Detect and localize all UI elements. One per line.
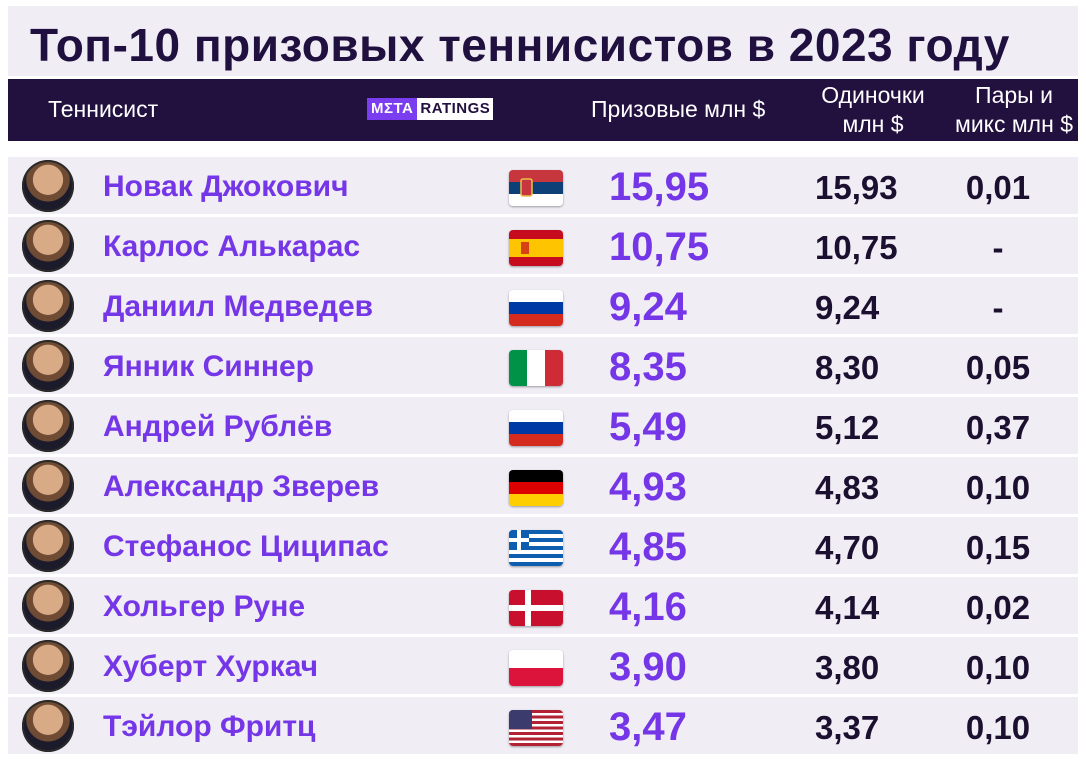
- column-header-prize: Призовые млн $: [591, 96, 766, 122]
- player-name: Хольгер Руне: [103, 590, 306, 623]
- singles-value: 4,83: [815, 469, 880, 506]
- singles-value: 15,93: [815, 169, 898, 206]
- prize-total-value: 15,95: [609, 165, 710, 209]
- flag-denmark-icon: [509, 590, 563, 626]
- table-row: Стефанос Циципас 4,85 4,70 0,15: [8, 517, 1078, 574]
- player-avatar: [22, 640, 74, 692]
- prize-total-value: 8,35: [609, 345, 687, 389]
- player-avatar: [22, 280, 74, 332]
- singles-value: 8,30: [815, 349, 880, 386]
- singles-value: 4,70: [815, 529, 880, 566]
- singles-value: 9,24: [815, 289, 880, 326]
- doubles-value: 0,02: [965, 589, 1031, 626]
- doubles-value: 0,37: [965, 409, 1031, 446]
- player-name: Стефанос Циципас: [103, 530, 389, 563]
- singles-value: 3,80: [815, 649, 880, 686]
- prize-total-value: 10,75: [609, 225, 710, 269]
- table-row: Тэйлор Фритц 3,47 3,37 0,10: [8, 697, 1078, 754]
- column-header-singles: Одиночки млн $: [821, 82, 925, 137]
- flag-italy-icon: [509, 350, 563, 386]
- prize-total-value: 4,85: [609, 525, 687, 569]
- prize-total-value: 4,93: [609, 465, 687, 509]
- column-header-player: Теннисист: [48, 96, 159, 122]
- flag-spain-icon: [509, 230, 563, 266]
- flag-serbia-icon: [509, 170, 563, 206]
- player-name: Даниил Медведев: [103, 290, 374, 323]
- player-avatar: [22, 220, 74, 272]
- flag-russia-icon: [509, 290, 563, 326]
- singles-value: 10,75: [815, 229, 898, 266]
- table-row: Хольгер Руне 4,16 4,14 0,02: [8, 577, 1078, 634]
- table-row: Александр Зверев 4,93 4,83 0,10: [8, 457, 1078, 514]
- player-name: Хуберт Хуркач: [103, 650, 319, 683]
- player-avatar: [22, 340, 74, 392]
- doubles-value: 0,01: [965, 169, 1031, 206]
- table-row: Андрей Рублёв 5,49 5,12 0,37: [8, 397, 1078, 454]
- table-body: Новак Джокович 15,95 15,93 0,01 Карлос Алька…: [8, 157, 1078, 757]
- flag-russia-icon: [509, 410, 563, 446]
- title-bar: Топ-10 призовых теннисистов в 2023 году: [8, 6, 1078, 76]
- flag-usa-icon: [509, 710, 563, 746]
- doubles-value: -: [992, 289, 1004, 326]
- doubles-value: 0,10: [965, 469, 1031, 506]
- doubles-value: -: [992, 229, 1004, 266]
- player-name: Тэйлор Фритц: [103, 710, 316, 743]
- table-row: Хуберт Хуркач 3,90 3,80 0,10: [8, 637, 1078, 694]
- player-avatar: [22, 520, 74, 572]
- prize-total-value: 3,90: [609, 645, 687, 689]
- player-name: Карлос Алькарас: [103, 230, 361, 263]
- doubles-value: 0,10: [965, 649, 1031, 686]
- doubles-value: 0,05: [965, 349, 1031, 386]
- prize-total-value: 9,24: [609, 285, 687, 329]
- singles-value: 3,37: [815, 709, 880, 746]
- column-header-doubles: Пары и микс млн $: [955, 82, 1073, 137]
- player-name: Андрей Рублёв: [103, 410, 333, 443]
- player-avatar: [22, 400, 74, 452]
- prize-total-value: 5,49: [609, 405, 687, 449]
- table-row: Янник Синнер 8,35 8,30 0,05: [8, 337, 1078, 394]
- player-avatar: [22, 160, 74, 212]
- player-avatar: [22, 580, 74, 632]
- metaratings-logo: MΣTA RATINGS: [367, 98, 494, 120]
- doubles-value: 0,10: [965, 709, 1031, 746]
- prize-total-value: 3,47: [609, 705, 687, 749]
- flag-germany-icon: [509, 470, 563, 506]
- player-avatar: [22, 460, 74, 512]
- table-row: Карлос Алькарас 10,75 10,75 -: [8, 217, 1078, 274]
- logo-ratings-text: RATINGS: [417, 98, 494, 120]
- table-header: Теннисист MΣTA RATINGS Призовые млн $ Од…: [8, 79, 1078, 141]
- flag-greece-icon: [509, 530, 563, 566]
- logo-meta-text: MΣTA: [367, 98, 418, 120]
- singles-value: 5,12: [815, 409, 880, 446]
- table-row: Даниил Медведев 9,24 9,24 -: [8, 277, 1078, 334]
- doubles-value: 0,15: [965, 529, 1031, 566]
- page-title: Топ-10 призовых теннисистов в 2023 году: [30, 19, 1010, 71]
- player-name: Новак Джокович: [103, 170, 349, 203]
- singles-value: 4,14: [815, 589, 880, 626]
- player-name: Янник Синнер: [103, 350, 314, 383]
- flag-poland-icon: [509, 650, 563, 686]
- prize-total-value: 4,16: [609, 585, 687, 629]
- player-avatar: [22, 700, 74, 752]
- table-row: Новак Джокович 15,95 15,93 0,01: [8, 157, 1078, 214]
- player-name: Александр Зверев: [103, 470, 380, 503]
